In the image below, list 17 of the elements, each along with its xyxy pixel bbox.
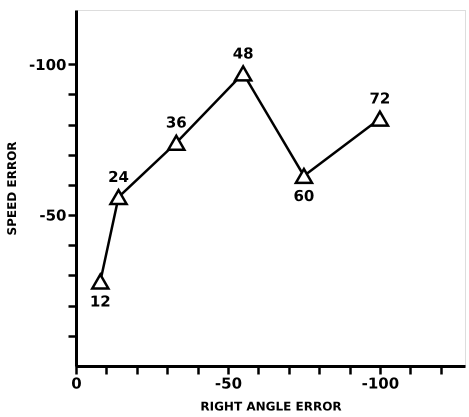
- point: [370, 110, 390, 127]
- annotation: 48: [232, 44, 254, 62]
- y-axis-title: SPEED ERROR: [4, 141, 19, 236]
- x-tick-label: 0: [71, 374, 82, 392]
- point: [109, 188, 128, 206]
- point: [294, 168, 314, 184]
- annotation: 24: [108, 168, 129, 186]
- annotation: 12: [90, 292, 111, 311]
- point: [166, 134, 186, 151]
- point: [91, 273, 110, 290]
- x-tick-label: -100: [362, 374, 400, 392]
- point: [234, 65, 252, 82]
- annotation: 36: [166, 114, 187, 132]
- x-tick-label: -50: [214, 374, 242, 392]
- x-axis-title: RIGHT ANGLE ERROR: [200, 400, 342, 414]
- annotation: 72: [369, 90, 390, 108]
- annotation: 60: [293, 186, 314, 205]
